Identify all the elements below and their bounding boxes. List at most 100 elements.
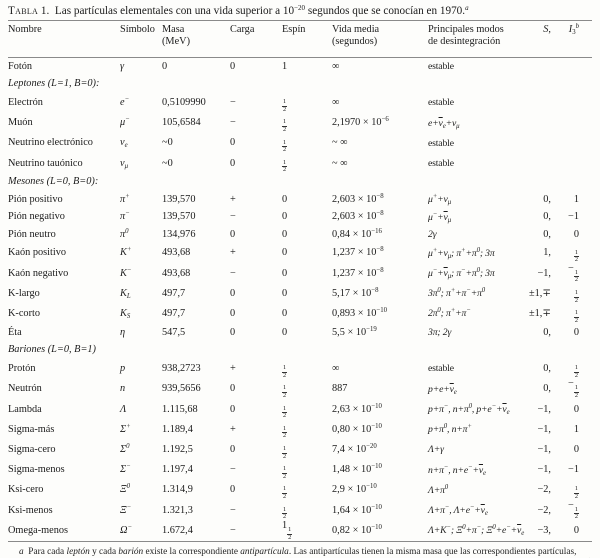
cell-masa: 1.197,4 [162, 464, 193, 476]
cell-modos: 3π0; π++π−+π0 [428, 287, 486, 300]
particle-row: Muón μ− 105,6584 − 1 2 2,1970 × 10−6 e+νe+νμ [8, 113, 592, 133]
cell-simbolo: η [120, 326, 126, 338]
cell-nombre: Electrón [8, 97, 43, 109]
cell-carga: − [230, 464, 236, 476]
cell-s [524, 154, 554, 174]
cell-modos: estable [428, 61, 454, 73]
cell-espin: 0 [282, 308, 288, 320]
cell-masa: 1.115,68 [162, 403, 198, 415]
cell-modos: μ−+νμ [428, 210, 451, 224]
cell-simbolo: νe [120, 137, 128, 150]
cell-modos: μ−+νμ; π−+π0; 3π [428, 266, 495, 280]
cell-masa: 0,5109990 [162, 97, 206, 109]
cell-i3: 0 [573, 443, 579, 455]
cell-nombre: Neutrino electrónico [8, 137, 93, 149]
cell-masa: 497,7 [162, 308, 186, 320]
cell-espin: 0 [282, 228, 288, 240]
cell-nombre: Kaón positivo [8, 247, 67, 259]
particle-row: Lambda Λ 1.115,68 0 1 2 2,63 × 10−10 p+π−, n+π0… [8, 400, 592, 420]
cell-i3 [554, 154, 592, 174]
cell-carga: + [230, 363, 236, 375]
cell-s: 0, [543, 193, 551, 205]
cell-carga: 0 [230, 287, 236, 299]
cell-nombre: Ksi-cero [8, 484, 44, 496]
header-i3: I3b [554, 20, 592, 59]
cell-modos: estable [428, 97, 454, 109]
cell-masa: 493,68 [162, 247, 191, 259]
cell-modos: p+e+νe [428, 383, 457, 396]
cell-s [524, 113, 554, 133]
cell-carga: − [230, 97, 236, 109]
cell-s [524, 134, 554, 154]
cell-masa: 1.321,3 [162, 504, 193, 516]
cell-masa: 493,68 [162, 267, 191, 279]
cell-carga: 0 [230, 443, 236, 455]
section-row: Mesones (L=0, B=0): [8, 174, 592, 191]
cell-s: 0, [543, 326, 551, 338]
cell-s: −2, [537, 504, 551, 516]
cell-modos: μ++νμ [428, 193, 451, 207]
cell-masa: 1.314,9 [162, 484, 193, 496]
cell-simbolo: KS [120, 308, 131, 321]
cell-carga: + [230, 247, 236, 259]
cell-vida-media: 2,1970 × 10−6 [332, 116, 389, 129]
header-masa: Masa (MeV) [162, 20, 230, 59]
cell-vida-media: 0,84 × 10−16 [332, 227, 382, 240]
cell-simbolo: Ξ0 [120, 483, 130, 496]
cell-vida-media: 0,82 × 10−10 [332, 523, 382, 536]
cell-carga: 0 [230, 403, 236, 415]
cell-s: 0, [543, 211, 551, 223]
cell-s: −1, [537, 464, 551, 476]
cell-i3: 1 [573, 193, 579, 205]
particle-row: Sigma-menos Σ− 1.197,4 − 1 2 1,48 × 10−10 n+π−,… [8, 460, 592, 480]
cell-espin: 0 [282, 287, 288, 299]
cell-s: 0, [543, 383, 551, 395]
cell-modos: μ++νμ; π++π0; 3π [428, 246, 495, 260]
cell-espin: 0 [282, 267, 288, 279]
cell-simbolo: e− [120, 96, 130, 109]
cell-vida-media: ∞ [332, 97, 340, 109]
cell-s: −1, [537, 443, 551, 455]
cell-vida-media: 1,237 × 10−8 [332, 266, 384, 279]
cell-nombre: Éta [8, 326, 22, 338]
cell-espin: 1 [282, 60, 288, 72]
particle-row: K-corto KS 497,7 0 0 0,893 × 10−10 2π0; π++π− ±… [8, 304, 592, 324]
section-label: Mesones (L=0, B=0): [8, 176, 99, 188]
cell-masa: 105,6584 [162, 117, 201, 129]
particle-row: Pión positivo π+ 139,570 +0 2,603 × 10−8 μ++ν… [8, 191, 592, 208]
cell-s: 0, [543, 228, 551, 240]
cell-modos: Λ+π0 [428, 483, 449, 496]
cell-modos: n+π−, n+e−+νe [428, 463, 486, 477]
header-carga: Carga [230, 20, 282, 59]
cell-i3: −1 [568, 464, 579, 476]
footnote-a: a Para cada leptón y cada barión existe … [19, 547, 591, 558]
particle-row: Éta η 547,5 0 0 5,5 × 10−19 3π; 2γ 0, 0 [8, 324, 592, 341]
particle-row: Kaón positivo K+ 493,68 +0 1,237 × 10−8 μ++νμ… [8, 244, 592, 264]
cell-masa: 0 [162, 60, 168, 72]
particle-row: Ksi-menos Ξ− 1.321,3−1 2 1,64 × 10−10 Λ+π−, Λ… [8, 499, 592, 521]
cell-vida-media: 0,80 × 10−10 [332, 422, 382, 435]
cell-nombre: Muón [8, 117, 33, 129]
cell-simbolo: K+ [120, 246, 132, 259]
cell-vida-media: 2,603 × 10−8 [332, 210, 384, 223]
cell-vida-media: 1,48 × 10−10 [332, 463, 382, 476]
cell-carga: − [230, 211, 236, 223]
cell-i3: −1 2 [568, 378, 579, 399]
cell-i3: −1 2 [568, 499, 579, 521]
header-vida-media: Vida media (segundos) [332, 20, 428, 59]
cell-vida-media: 5,5 × 10−19 [332, 325, 377, 338]
particle-row: Ksi-cero Ξ0 1.314,9 0 1 2 2,9 × 10−10 Λ+π0 −2, 1 2 [8, 480, 592, 500]
cell-simbolo: Σ− [120, 463, 131, 476]
cell-s: 0, [543, 363, 551, 375]
header-row: Nombre Símbolo Masa (MeV) Carga Espín Vid… [8, 20, 592, 59]
cell-masa: 497,7 [162, 287, 186, 299]
cell-simbolo: μ− [120, 116, 130, 129]
